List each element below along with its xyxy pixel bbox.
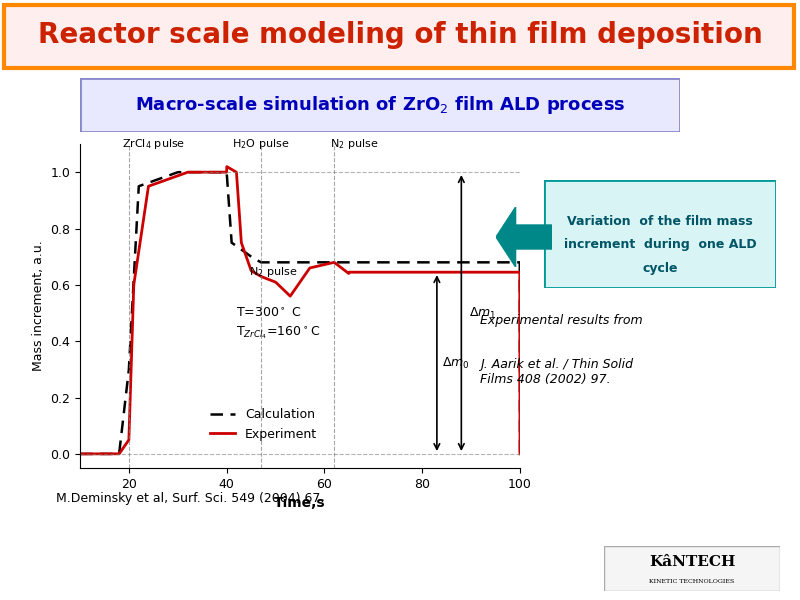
- Experiment: [515, 451, 525, 458]
- FancyBboxPatch shape: [80, 78, 680, 132]
- Text: ZrCl$_4$ pulse: ZrCl$_4$ pulse: [122, 137, 185, 151]
- Text: cycle: cycle: [642, 262, 678, 275]
- Text: $\Delta m_0$: $\Delta m_0$: [442, 356, 470, 371]
- Calculation: [98, 451, 107, 458]
- Calculation: [75, 451, 85, 458]
- Calculation: [515, 451, 525, 458]
- Experiment: [75, 451, 85, 458]
- Text: Experimental results from: Experimental results from: [480, 314, 642, 328]
- Text: J. Aarik et al. / Thin Solid
Films 408 (2002) 97.: J. Aarik et al. / Thin Solid Films 408 (…: [480, 358, 633, 386]
- Text: N$_2$ pulse: N$_2$ pulse: [330, 137, 378, 151]
- Experiment: [502, 269, 512, 276]
- Text: KINETIC TECHNOLOGIES: KINETIC TECHNOLOGIES: [650, 578, 734, 584]
- Experiment: [290, 287, 299, 294]
- Text: Reactor scale modeling of thin film deposition: Reactor scale modeling of thin film depo…: [38, 20, 762, 49]
- Experiment: [422, 269, 431, 276]
- FancyBboxPatch shape: [4, 5, 794, 68]
- Text: H$_2$O pulse: H$_2$O pulse: [232, 137, 290, 151]
- Text: KâNTECH: KâNTECH: [649, 555, 735, 569]
- Legend: Calculation, Experiment: Calculation, Experiment: [205, 403, 322, 446]
- Line: Experiment: Experiment: [80, 167, 520, 454]
- Text: Variation  of the film mass: Variation of the film mass: [567, 215, 753, 227]
- Calculation: [422, 259, 431, 266]
- Text: M.Deminsky et al, Surf. Sci. 549 (2004) 67.: M.Deminsky et al, Surf. Sci. 549 (2004) …: [56, 492, 324, 505]
- Calculation: [173, 169, 182, 176]
- Calculation: [502, 259, 512, 266]
- Y-axis label: Mass increment, a.u.: Mass increment, a.u.: [32, 241, 45, 371]
- Text: T$_{ZrCl_4}$=160$^\circ$C: T$_{ZrCl_4}$=160$^\circ$C: [237, 325, 321, 341]
- Calculation: [502, 259, 512, 266]
- Text: $\Delta m_1$: $\Delta m_1$: [469, 305, 496, 320]
- Experiment: [222, 163, 232, 170]
- Experiment: [502, 269, 512, 276]
- FancyBboxPatch shape: [604, 546, 780, 591]
- Text: Macro-scale simulation of ZrO$_2$ film ALD process: Macro-scale simulation of ZrO$_2$ film A…: [134, 94, 626, 116]
- Text: N$_2$ pulse: N$_2$ pulse: [249, 265, 297, 279]
- Experiment: [98, 451, 107, 458]
- Line: Calculation: Calculation: [80, 172, 520, 454]
- Calculation: [290, 259, 299, 266]
- FancyBboxPatch shape: [544, 180, 776, 288]
- Text: increment  during  one ALD: increment during one ALD: [564, 238, 756, 251]
- Experiment: [278, 285, 287, 292]
- Text: T=300$^\circ$ C: T=300$^\circ$ C: [237, 307, 302, 320]
- Calculation: [278, 259, 287, 266]
- X-axis label: Time,s: Time,s: [274, 496, 326, 510]
- Polygon shape: [496, 207, 552, 267]
